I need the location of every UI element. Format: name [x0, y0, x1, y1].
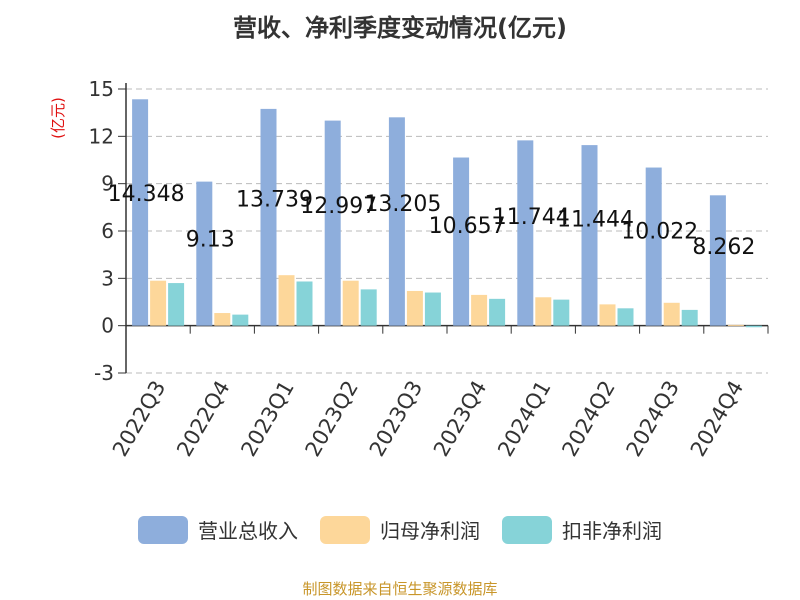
data-label-revenue: 10.022 — [621, 220, 698, 245]
x-tick-label: 2023Q4 — [429, 376, 491, 460]
data-label-revenue: 13.739 — [236, 187, 313, 212]
bar-deducted-profit — [296, 281, 313, 326]
legend: 营业总收入 归母净利润 扣非净利润 — [0, 515, 800, 544]
y-tick-label: 12 — [89, 124, 114, 148]
data-labels: 14.3489.1313.73912.99713.20510.65711.744… — [108, 182, 756, 260]
y-tick-label: 9 — [101, 172, 114, 196]
legend-item-revenue[interactable]: 营业总收入 — [138, 515, 298, 544]
legend-label-revenue: 营业总收入 — [198, 519, 298, 543]
x-tick-label: 2022Q4 — [172, 377, 234, 461]
data-label-revenue: 11.744 — [493, 205, 570, 230]
x-tick-label: 2024Q2 — [557, 377, 619, 461]
bar-deducted-profit — [424, 292, 441, 326]
chart-title: 营收、净利季度变动情况(亿元) — [233, 14, 567, 42]
bar-revenue — [388, 117, 405, 326]
bar-net-profit — [663, 302, 680, 326]
legend-swatch-net-profit — [320, 515, 370, 544]
legend-swatch-revenue — [138, 515, 188, 544]
bar-deducted-profit — [232, 314, 249, 326]
bar-net-profit — [599, 304, 616, 326]
bar-revenue — [517, 140, 534, 326]
y-tick-label: 3 — [101, 266, 114, 290]
y-axis-label: (亿元) — [49, 97, 67, 139]
bar-revenue — [709, 195, 726, 326]
data-label-revenue: 14.348 — [108, 182, 185, 207]
y-tick-label: 6 — [101, 219, 114, 243]
bar-revenue — [132, 99, 149, 326]
bar-deducted-profit — [681, 309, 698, 326]
axes: -3 0 3 6 9 12 15 2022Q3 2022Q4 2023Q1 2023Q2 2023Q3… — [89, 77, 769, 461]
data-label-revenue: 11.444 — [557, 207, 634, 232]
bar-deducted-profit — [617, 308, 634, 326]
y-tick-label: -3 — [94, 361, 114, 385]
bar-revenue — [645, 167, 662, 326]
bar-net-profit — [150, 280, 167, 326]
bar-deducted-profit — [360, 289, 377, 326]
bar-net-profit — [727, 324, 744, 326]
bar-net-profit — [214, 313, 231, 326]
legend-item-deducted-profit[interactable]: 扣非净利润 — [502, 515, 662, 544]
y-tick-label: 0 — [101, 314, 114, 338]
data-label-revenue: 10.657 — [429, 214, 506, 239]
x-tick-label: 2024Q3 — [622, 377, 684, 461]
x-tick-label: 2024Q1 — [493, 377, 555, 461]
bar-revenue — [581, 145, 598, 326]
bar-net-profit — [342, 280, 359, 326]
x-tick-label: 2023Q3 — [365, 377, 427, 461]
bar-deducted-profit — [168, 283, 185, 326]
legend-item-net-profit[interactable]: 归母净利润 — [320, 515, 480, 544]
bar-revenue — [324, 120, 341, 326]
legend-swatch-deducted-profit — [502, 515, 552, 544]
data-label-revenue: 13.205 — [364, 192, 441, 217]
x-tick-label: 2023Q2 — [301, 377, 363, 461]
bar-net-profit — [278, 275, 295, 326]
legend-label-net-profit: 归母净利润 — [380, 519, 480, 543]
bar-deducted-profit — [489, 298, 506, 326]
data-label-revenue: 8.262 — [692, 235, 755, 260]
y-tick-label: 15 — [89, 77, 114, 101]
bar-net-profit — [406, 290, 423, 326]
bar-deducted-profit — [553, 299, 570, 326]
x-tick-label: 2023Q1 — [236, 377, 298, 461]
bar-revenue — [453, 157, 470, 326]
bar-net-profit — [535, 297, 552, 326]
x-tick-label: 2024Q4 — [686, 377, 748, 461]
bar-deducted-profit — [745, 325, 762, 328]
data-label-revenue: 12.997 — [300, 194, 377, 219]
bar-net-profit — [471, 294, 488, 326]
data-label-revenue: 9.13 — [186, 227, 235, 252]
bar-revenue — [196, 181, 213, 326]
x-tick-label: 2022Q3 — [108, 377, 170, 461]
legend-label-deducted-profit: 扣非净利润 — [562, 519, 662, 543]
data-source-note: 制图数据来自恒生聚源数据库 — [302, 580, 498, 598]
bar-revenue — [260, 108, 277, 326]
bars — [132, 99, 762, 328]
